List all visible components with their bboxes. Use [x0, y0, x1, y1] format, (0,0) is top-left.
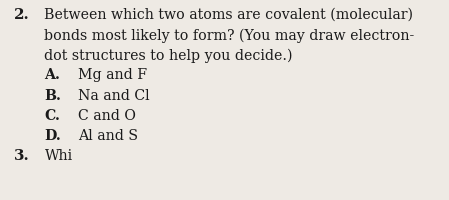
- Text: Na and Cl: Na and Cl: [78, 88, 150, 102]
- Text: Mg and F: Mg and F: [78, 68, 147, 82]
- Text: 3.: 3.: [14, 148, 30, 162]
- Text: D.: D.: [44, 128, 61, 142]
- Text: C.: C.: [44, 108, 60, 122]
- Text: dot structures to help you decide.): dot structures to help you decide.): [44, 48, 293, 62]
- Text: C and O: C and O: [78, 108, 136, 122]
- Text: bonds most likely to form? (You may draw electron-: bonds most likely to form? (You may draw…: [44, 28, 415, 42]
- Text: A.: A.: [44, 68, 60, 82]
- Text: Whi: Whi: [44, 148, 73, 162]
- Text: Al and S: Al and S: [78, 128, 138, 142]
- Text: B.: B.: [44, 88, 62, 102]
- Text: Between which two atoms are covalent (molecular): Between which two atoms are covalent (mo…: [44, 8, 414, 22]
- Text: 2.: 2.: [14, 8, 30, 22]
